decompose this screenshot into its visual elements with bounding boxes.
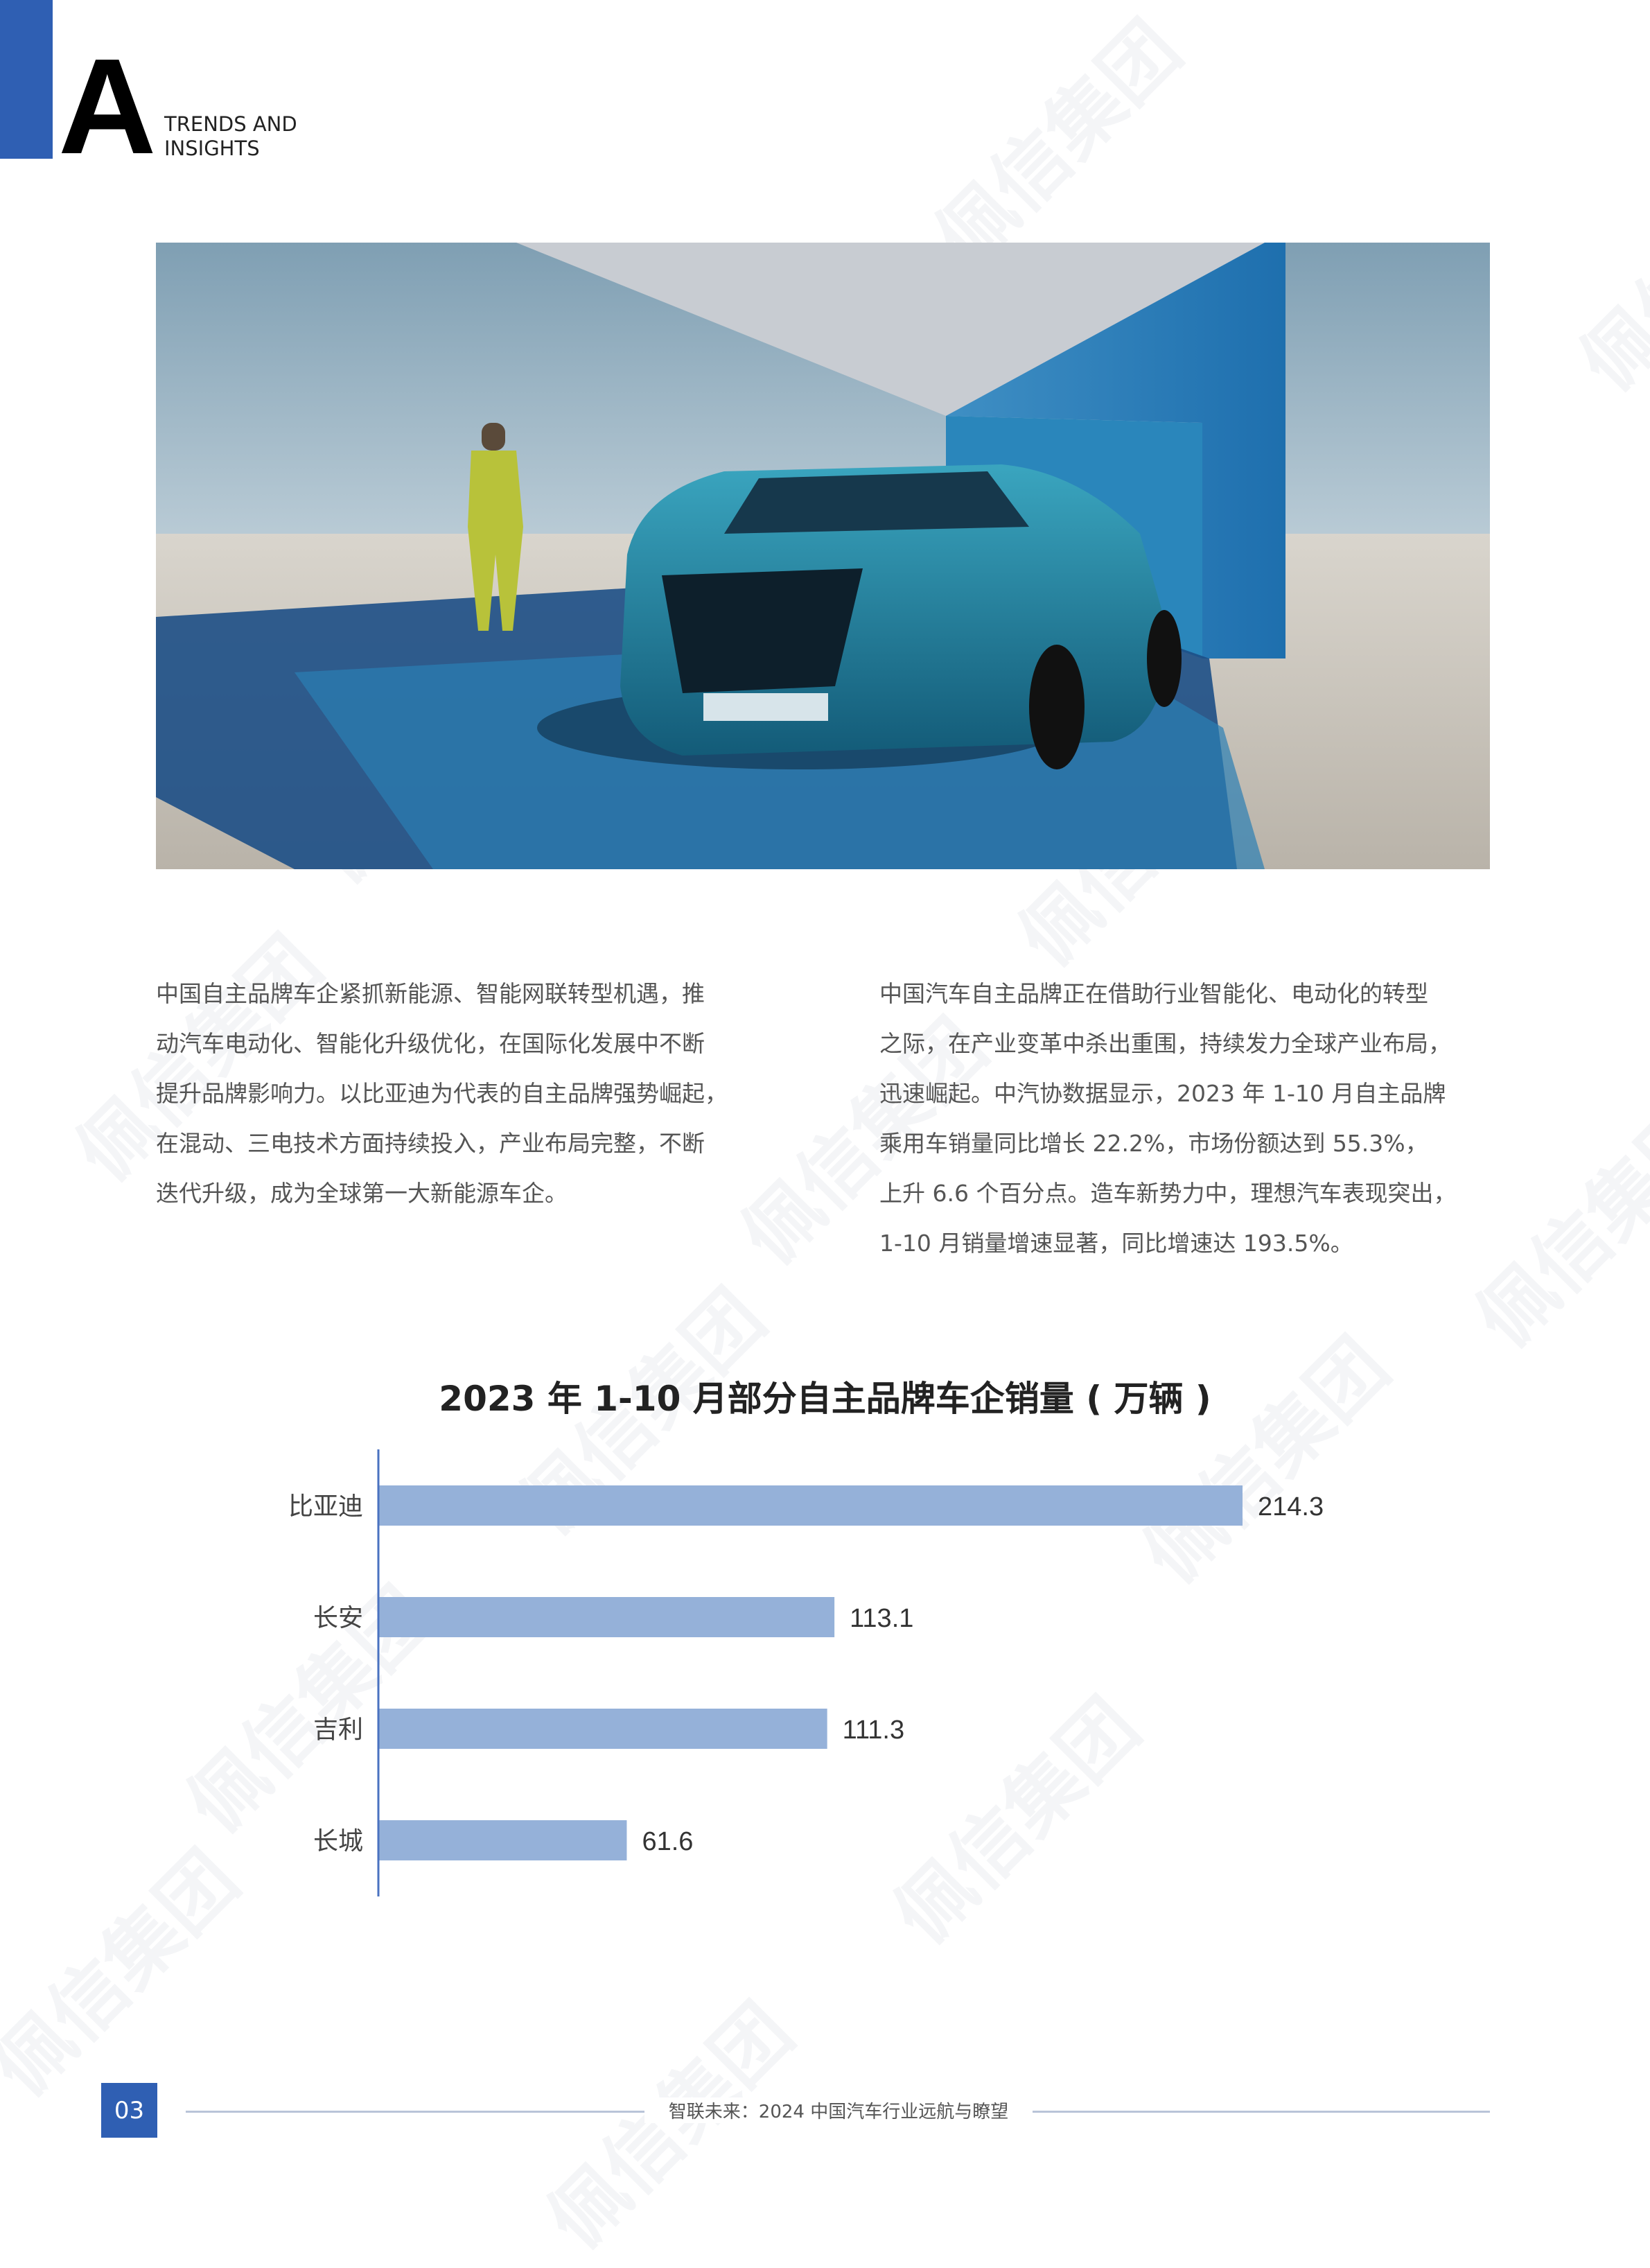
data-label: 113.1 xyxy=(850,1604,913,1633)
paragraph-line: 中国自主品牌车企紧抓新能源、智能网联转型机遇，推 xyxy=(156,980,705,1007)
bar-1 xyxy=(378,1597,835,1637)
footer-title: 智联未来：2024 中国汽车行业远航与瞭望 xyxy=(644,2097,1033,2123)
category-label: 长安 xyxy=(313,1604,363,1632)
section-letter: A xyxy=(58,30,157,182)
paragraph-line: 上升 6.6 个百分点。造车新势力中，理想汽车表现突出， xyxy=(879,1180,1457,1207)
section-title-line1: TRENDS AND xyxy=(164,112,297,136)
paragraph-line: 中国汽车自主品牌正在借助行业智能化、电动化的转型 xyxy=(879,980,1428,1007)
paragraph-left: 中国自主品牌车企紧抓新能源、智能网联转型机遇，推 动汽车电动化、智能化升级优化，… xyxy=(156,969,766,1219)
section-color-tab xyxy=(0,0,53,159)
section-title-line2: INSIGHTS xyxy=(164,137,260,160)
page-number: 03 xyxy=(101,2083,157,2138)
paragraph-line: 迅速崛起。中汽协数据显示，2023 年 1-10 月自主品牌 xyxy=(879,1080,1446,1107)
paragraph-line: 之际，在产业变革中杀出重围，持续发力全球产业布局， xyxy=(879,1030,1451,1057)
bar-0 xyxy=(378,1485,1243,1526)
chart-title: 2023 年 1-10 月部分自主品牌车企销量 ( 万辆 ) xyxy=(439,1379,1211,1419)
car-photo-illustration xyxy=(156,243,1490,869)
paragraph-line: 乘用车销量同比增长 22.2%，市场份额达到 55.3%， xyxy=(879,1130,1428,1157)
watermark-text: 佩信集团 xyxy=(1563,129,1650,408)
data-label: 214.3 xyxy=(1258,1492,1324,1521)
hero-car-photo xyxy=(156,243,1490,869)
paragraph-line: 在混动、三电技术方面持续投入，产业布局完整，不断 xyxy=(156,1130,705,1157)
paragraph-line: 1-10 月销量增速显著，同比增速达 193.5%。 xyxy=(879,1230,1353,1257)
bar-2 xyxy=(378,1709,827,1749)
section-title: TRENDS AND INSIGHTS xyxy=(164,112,297,161)
footer-rule-right xyxy=(1012,2111,1490,2113)
data-label: 61.6 xyxy=(642,1827,693,1856)
category-label: 长城 xyxy=(313,1827,363,1856)
paragraph-right: 中国汽车自主品牌正在借助行业智能化、电动化的转型 之际，在产业变革中杀出重围，持… xyxy=(879,969,1490,1268)
paragraph-line: 提升品牌影响力。以比亚迪为代表的自主品牌强势崛起， xyxy=(156,1080,728,1107)
paragraph-line: 迭代升级，成为全球第一大新能源车企。 xyxy=(156,1180,568,1207)
bar-chart: 比亚迪 214.3 长安 113.1 吉利 111.3 长城 61.6 xyxy=(288,1449,1324,1896)
data-label: 111.3 xyxy=(843,1716,904,1745)
category-label: 吉利 xyxy=(313,1716,363,1744)
category-label: 比亚迪 xyxy=(288,1492,363,1521)
footer-rule-left xyxy=(186,2111,671,2113)
bar-3 xyxy=(378,1820,627,1860)
paragraph-line: 动汽车电动化、智能化升级优化，在国际化发展中不断 xyxy=(156,1030,705,1057)
